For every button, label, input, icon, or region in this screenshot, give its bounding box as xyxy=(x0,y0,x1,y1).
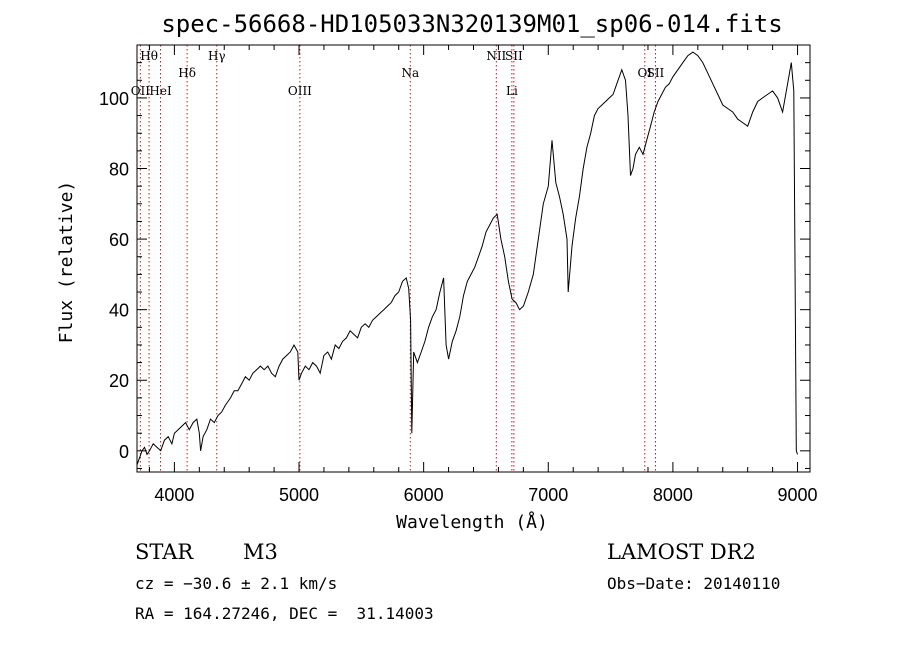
x-tick-label: 5000 xyxy=(279,485,319,505)
observation-date: Obs−Date: 20140110 xyxy=(607,574,781,593)
survey-name: LAMOST DR2 xyxy=(607,540,756,564)
line-marker-label: HeI xyxy=(149,84,172,98)
plot-frame xyxy=(136,44,811,473)
x-tick-label: 6000 xyxy=(404,485,444,505)
redshift-info: cz = −30.6 ± 2.1 km/s xyxy=(135,574,338,593)
object-class: STAR xyxy=(135,540,194,564)
x-axis-ticks: 4000 5000 6000 7000 8000 9000 xyxy=(148,45,818,505)
y-tick-label: 80 xyxy=(109,160,129,180)
line-marker-label: SII xyxy=(505,49,523,63)
line-marker-label: OIII xyxy=(288,84,312,98)
spectrum-line xyxy=(136,51,798,466)
line-marker-label: Na xyxy=(401,66,419,80)
object-subclass: M3 xyxy=(243,540,278,564)
x-tick-label: 7000 xyxy=(528,485,568,505)
y-tick-label: 40 xyxy=(109,301,129,321)
y-tick-label: 20 xyxy=(109,371,129,391)
x-tick-label: 9000 xyxy=(778,485,818,505)
line-marker-label: SII xyxy=(647,66,665,80)
y-axis-label: Flux (relative) xyxy=(56,181,77,344)
line-marker-label: Hδ xyxy=(178,66,196,80)
y-axis-ticks: 0 20 40 60 80 100 xyxy=(99,62,810,469)
y-tick-label: 0 xyxy=(119,442,129,462)
line-marker-label: Hθ xyxy=(140,49,158,63)
chart-title: spec-56668-HD105033N320139M01_sp06-014.f… xyxy=(161,10,782,38)
y-tick-label: 100 xyxy=(99,89,129,109)
x-tick-label: 4000 xyxy=(154,485,194,505)
line-marker-label: OII xyxy=(131,84,151,98)
x-axis-label: Wavelength (Å) xyxy=(396,511,548,533)
coordinates: RA = 164.27246, DEC = 31.14003 xyxy=(135,604,434,623)
line-marker-label: Li xyxy=(506,84,518,98)
x-tick-label: 8000 xyxy=(653,485,693,505)
line-marker-label: OI xyxy=(637,66,652,80)
y-tick-label: 60 xyxy=(109,230,129,250)
line-marker-label: NII xyxy=(486,49,506,63)
line-marker-label: Hγ xyxy=(208,49,226,63)
